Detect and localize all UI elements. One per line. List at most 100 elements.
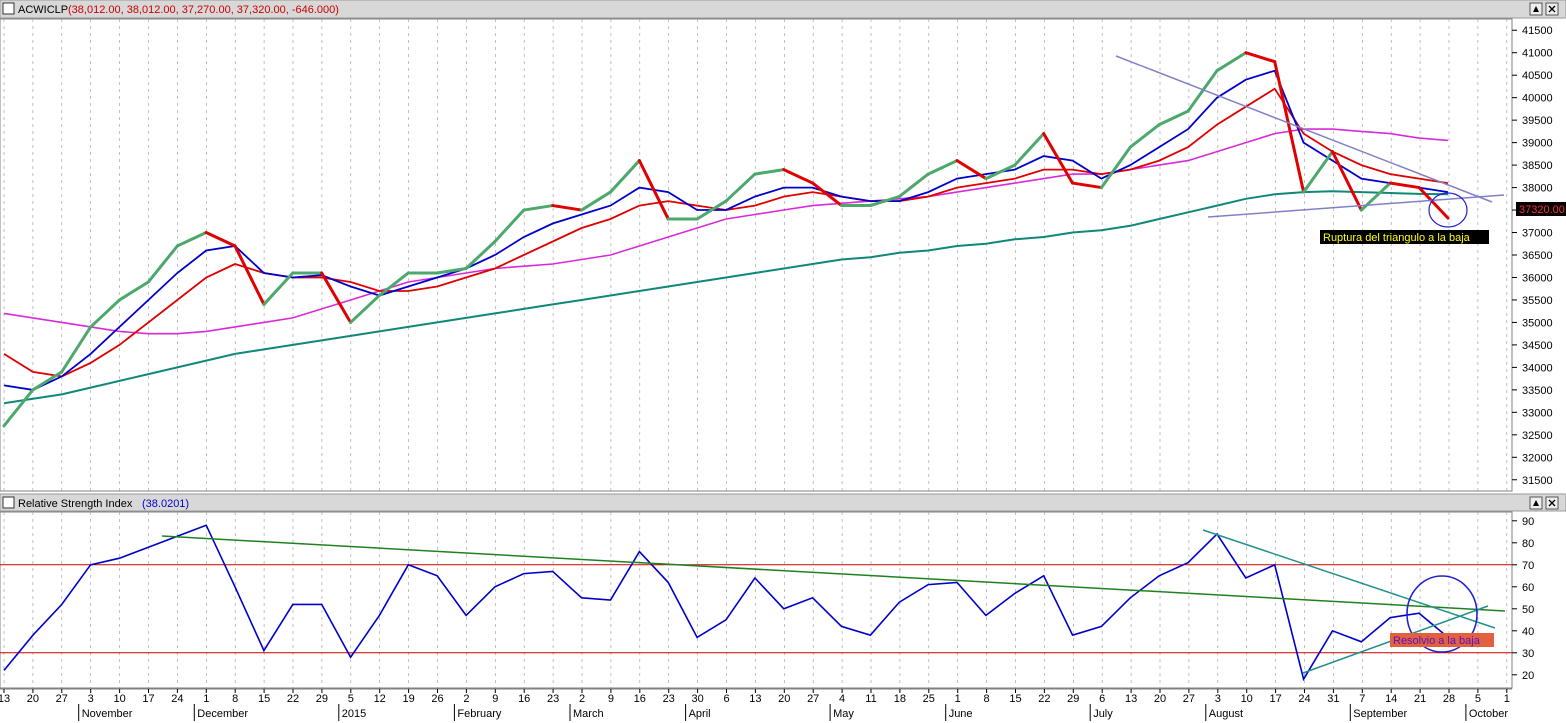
rsi-y-tick-label: 80: [1522, 538, 1534, 550]
price-up-segment: [724, 172, 757, 203]
date-tick-label: 13: [749, 693, 761, 705]
price-up-segment: [435, 266, 468, 275]
date-tick-label: 27: [56, 693, 68, 705]
price-y-tick-label: 38000: [1522, 183, 1553, 195]
rsi-arrow-up-icon: [1533, 500, 1539, 506]
price-up-segment: [926, 159, 959, 176]
price-down-segment: [1417, 186, 1450, 220]
top-pane-symbol: ACWICLP: [18, 4, 68, 16]
rsi-gridlines: [0, 512, 1512, 688]
rsi-y-tick-label: 90: [1522, 516, 1534, 528]
date-tick-label: 22: [287, 693, 299, 705]
date-tick-label: 17: [142, 693, 154, 705]
price-y-tick-label: 38500: [1522, 160, 1553, 172]
month-label: November: [82, 708, 133, 720]
rsi-annotation-text: Resolvio a la baja: [1393, 635, 1481, 647]
month-label: July: [1093, 708, 1113, 720]
date-tick-label: 13: [1125, 693, 1137, 705]
price-annotation-box: [1320, 230, 1489, 244]
month-label: June: [949, 708, 973, 720]
price-up-segment: [1099, 145, 1132, 190]
price-down-segment: [320, 271, 353, 324]
price-down-segment: [1071, 181, 1103, 190]
rsi-annotation-box: [1390, 633, 1494, 647]
date-tick-label: 3: [88, 693, 94, 705]
month-label: February: [457, 708, 502, 720]
price-y-tick-label: 39500: [1522, 115, 1553, 127]
date-tick-label: 14: [1385, 693, 1397, 705]
rsi-pane-title: Relative Strength Index: [18, 498, 133, 510]
date-tick-label: 5: [348, 693, 354, 705]
price-up-segment: [1302, 150, 1334, 194]
date-tick-label: 27: [807, 693, 819, 705]
date-tick-label: 6: [723, 693, 729, 705]
price-y-tick-label: 32500: [1522, 430, 1553, 442]
price-down-segment: [811, 181, 844, 208]
price-y-tick-label: 36000: [1522, 272, 1553, 284]
date-tick-label: 16: [634, 693, 646, 705]
price-up-segment: [60, 325, 93, 374]
date-tick-label: 31: [1327, 693, 1339, 705]
top-pane-ohlc: (38,012.00, 38,012.00, 37,270.00, 37,320…: [68, 4, 339, 16]
date-tick-label: 15: [1009, 693, 1021, 705]
price-down-segment: [551, 204, 584, 212]
date-tick-label: 23: [547, 693, 559, 705]
price-up-segment: [695, 199, 728, 221]
date-tick-label: 1: [1504, 693, 1510, 705]
rsi-y-axis: 20 30 40 50 60 70 80 90: [1512, 516, 1534, 682]
price-series-group: [2, 51, 1450, 428]
month-label: December: [197, 708, 248, 720]
price-up-segment: [175, 231, 208, 248]
date-tick-label: 16: [518, 693, 530, 705]
arrow-up-icon: [1533, 6, 1539, 12]
price-down-segment: [1042, 132, 1075, 185]
price-up-segment: [1013, 132, 1046, 167]
date-tick-label: 11: [865, 693, 876, 705]
top-pane-window-buttons[interactable]: [1529, 2, 1559, 16]
price-up-segment: [580, 190, 612, 212]
price-down-segment: [955, 159, 988, 181]
date-tick-label: 15: [258, 693, 270, 705]
date-tick-label: 12: [374, 693, 386, 705]
date-tick-label: 1: [955, 693, 961, 705]
price-y-tick-label: 35500: [1522, 295, 1553, 307]
price-up-segment: [349, 293, 381, 324]
date-tick-label: 27: [1183, 693, 1195, 705]
price-y-tick-label: 40000: [1522, 93, 1553, 105]
price-support-trendline: [1207, 194, 1505, 218]
price-up-segment: [522, 204, 555, 212]
rsi-long-trendline: [161, 535, 1506, 612]
price-annotation-text: Ruptura del triangulo a la baja: [1323, 232, 1471, 244]
rsi-pane-menu-icon[interactable]: [2, 496, 15, 509]
price-y-tick-label: 37000: [1522, 228, 1553, 240]
date-tick-label: 20: [778, 693, 790, 705]
price-up-segment: [118, 280, 150, 302]
date-tick-label: 19: [402, 693, 414, 705]
price-y-tick-label: 39000: [1522, 138, 1553, 150]
price-y-tick-label: 34500: [1522, 340, 1553, 352]
rsi-y-tick-label: 60: [1522, 582, 1534, 594]
month-label: October: [1469, 708, 1508, 720]
rsi-y-tick-label: 40: [1522, 626, 1534, 638]
price-down-segment: [204, 231, 237, 248]
x-icon: [1548, 5, 1556, 13]
date-tick-label: 7: [1359, 693, 1365, 705]
price-plot-frame: [0, 18, 1513, 492]
price-up-segment: [2, 388, 35, 428]
date-tick-label: 24: [1298, 693, 1310, 705]
price-y-tick-label: 36500: [1522, 250, 1553, 262]
date-tick-label: 26: [431, 693, 443, 705]
last-price-text: 37320.00: [1519, 204, 1565, 216]
price-up-segment: [897, 172, 930, 199]
date-tick-label: 17: [1269, 693, 1281, 705]
top-pane-menu-icon[interactable]: [2, 2, 15, 15]
price-ma-long1-line: [3, 128, 1449, 335]
rsi-y-tick-label: 30: [1522, 648, 1534, 660]
rsi-y-tick-label: 70: [1522, 560, 1534, 572]
price-y-tick-label: 34000: [1522, 362, 1553, 374]
price-down-segment: [782, 168, 815, 185]
price-up-segment: [31, 370, 64, 392]
rsi-pane-window-buttons[interactable]: [1529, 496, 1559, 510]
price-breakout-circle: [1428, 192, 1468, 228]
price-resistance-trendline: [1115, 55, 1493, 203]
